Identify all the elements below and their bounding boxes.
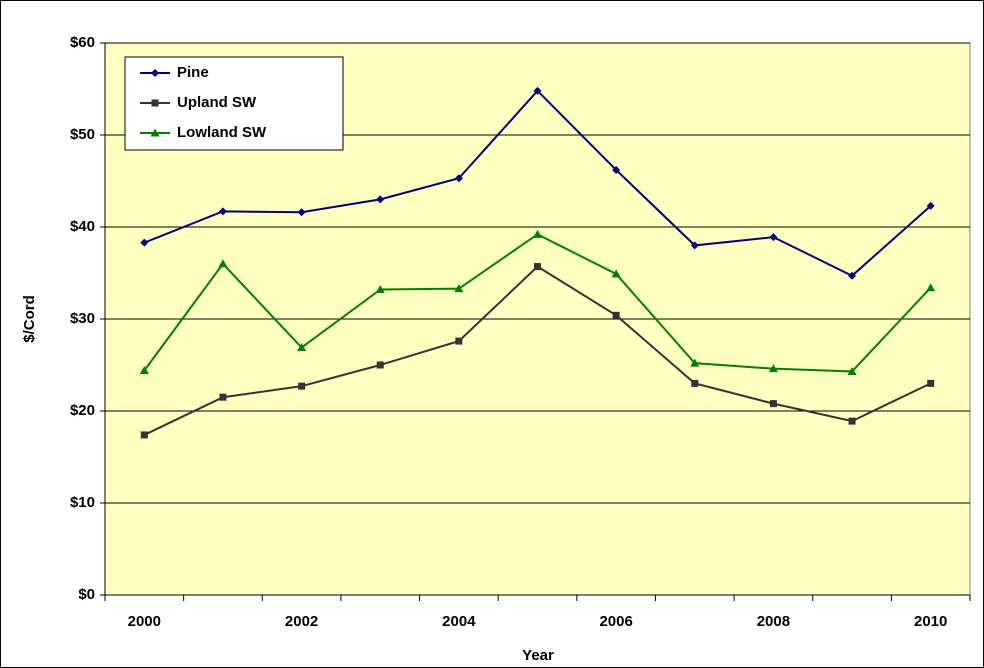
data-point [218, 207, 227, 216]
data-point [848, 417, 856, 425]
data-point [455, 337, 463, 345]
data-point [376, 195, 385, 204]
data-point [533, 229, 542, 238]
data-point [454, 174, 463, 183]
legend-label: Upland SW [177, 94, 257, 111]
x-tick-label: 2008 [757, 613, 790, 630]
y-axis-title: $/Cord [21, 295, 38, 343]
data-point [926, 201, 935, 210]
data-point [612, 311, 620, 319]
data-point [534, 263, 541, 271]
data-point [847, 366, 857, 375]
data-point [691, 379, 699, 387]
data-point [298, 382, 306, 390]
data-point [139, 366, 149, 375]
x-tick-label: 2010 [914, 613, 947, 630]
data-point [611, 269, 621, 278]
data-point [769, 400, 777, 408]
data-point [219, 393, 227, 401]
y-tick-label: $30 [70, 310, 95, 327]
data-point [375, 285, 385, 294]
data-point [926, 283, 936, 292]
legend-label: Lowland SW [177, 124, 267, 141]
data-point [848, 271, 857, 280]
y-tick-label: $50 [70, 126, 95, 143]
data-point [768, 364, 778, 373]
x-tick-label: 2004 [442, 613, 476, 630]
data-point [533, 86, 542, 95]
data-point [927, 379, 935, 387]
legend-marker [150, 128, 160, 137]
data-point [297, 343, 307, 352]
legend-marker [151, 99, 159, 107]
data-point [690, 241, 699, 250]
y-tick-label: $0 [78, 586, 95, 603]
y-tick-label: $20 [70, 402, 95, 419]
y-tick-label: $10 [70, 494, 95, 511]
legend-label: Pine [177, 64, 209, 81]
x-axis-title: Year [522, 647, 554, 664]
data-point [140, 431, 148, 439]
x-tick-label: 2000 [128, 613, 161, 630]
y-tick-label: $40 [70, 218, 95, 235]
data-point [140, 238, 149, 247]
data-point [454, 284, 464, 293]
data-point [218, 259, 228, 268]
data-point [376, 361, 384, 369]
data-point [769, 233, 778, 242]
y-tick-label: $60 [70, 34, 95, 51]
data-point [612, 165, 621, 174]
data-point [297, 208, 306, 217]
x-tick-label: 2002 [285, 613, 318, 630]
x-tick-label: 2006 [599, 613, 632, 630]
legend-marker [151, 69, 159, 77]
data-point [690, 358, 700, 367]
